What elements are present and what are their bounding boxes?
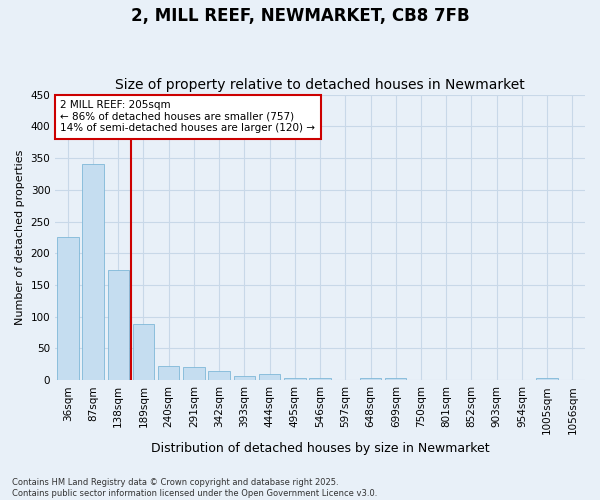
Y-axis label: Number of detached properties: Number of detached properties	[15, 150, 25, 325]
Text: Contains HM Land Registry data © Crown copyright and database right 2025.
Contai: Contains HM Land Registry data © Crown c…	[12, 478, 377, 498]
Text: 2, MILL REEF, NEWMARKET, CB8 7FB: 2, MILL REEF, NEWMARKET, CB8 7FB	[131, 8, 469, 26]
Bar	[57, 238, 79, 380]
Bar	[310, 378, 331, 380]
Bar	[385, 378, 406, 380]
Bar	[360, 378, 381, 380]
X-axis label: Distribution of detached houses by size in Newmarket: Distribution of detached houses by size …	[151, 442, 490, 455]
Bar	[259, 374, 280, 380]
Bar	[233, 376, 255, 380]
Bar	[133, 324, 154, 380]
Text: 2 MILL REEF: 205sqm
← 86% of detached houses are smaller (757)
14% of semi-detac: 2 MILL REEF: 205sqm ← 86% of detached ho…	[61, 100, 316, 134]
Bar	[158, 366, 179, 380]
Bar	[82, 164, 104, 380]
Bar	[107, 270, 129, 380]
Bar	[536, 378, 558, 380]
Bar	[208, 370, 230, 380]
Bar	[183, 368, 205, 380]
Bar	[284, 378, 305, 380]
Title: Size of property relative to detached houses in Newmarket: Size of property relative to detached ho…	[115, 78, 525, 92]
